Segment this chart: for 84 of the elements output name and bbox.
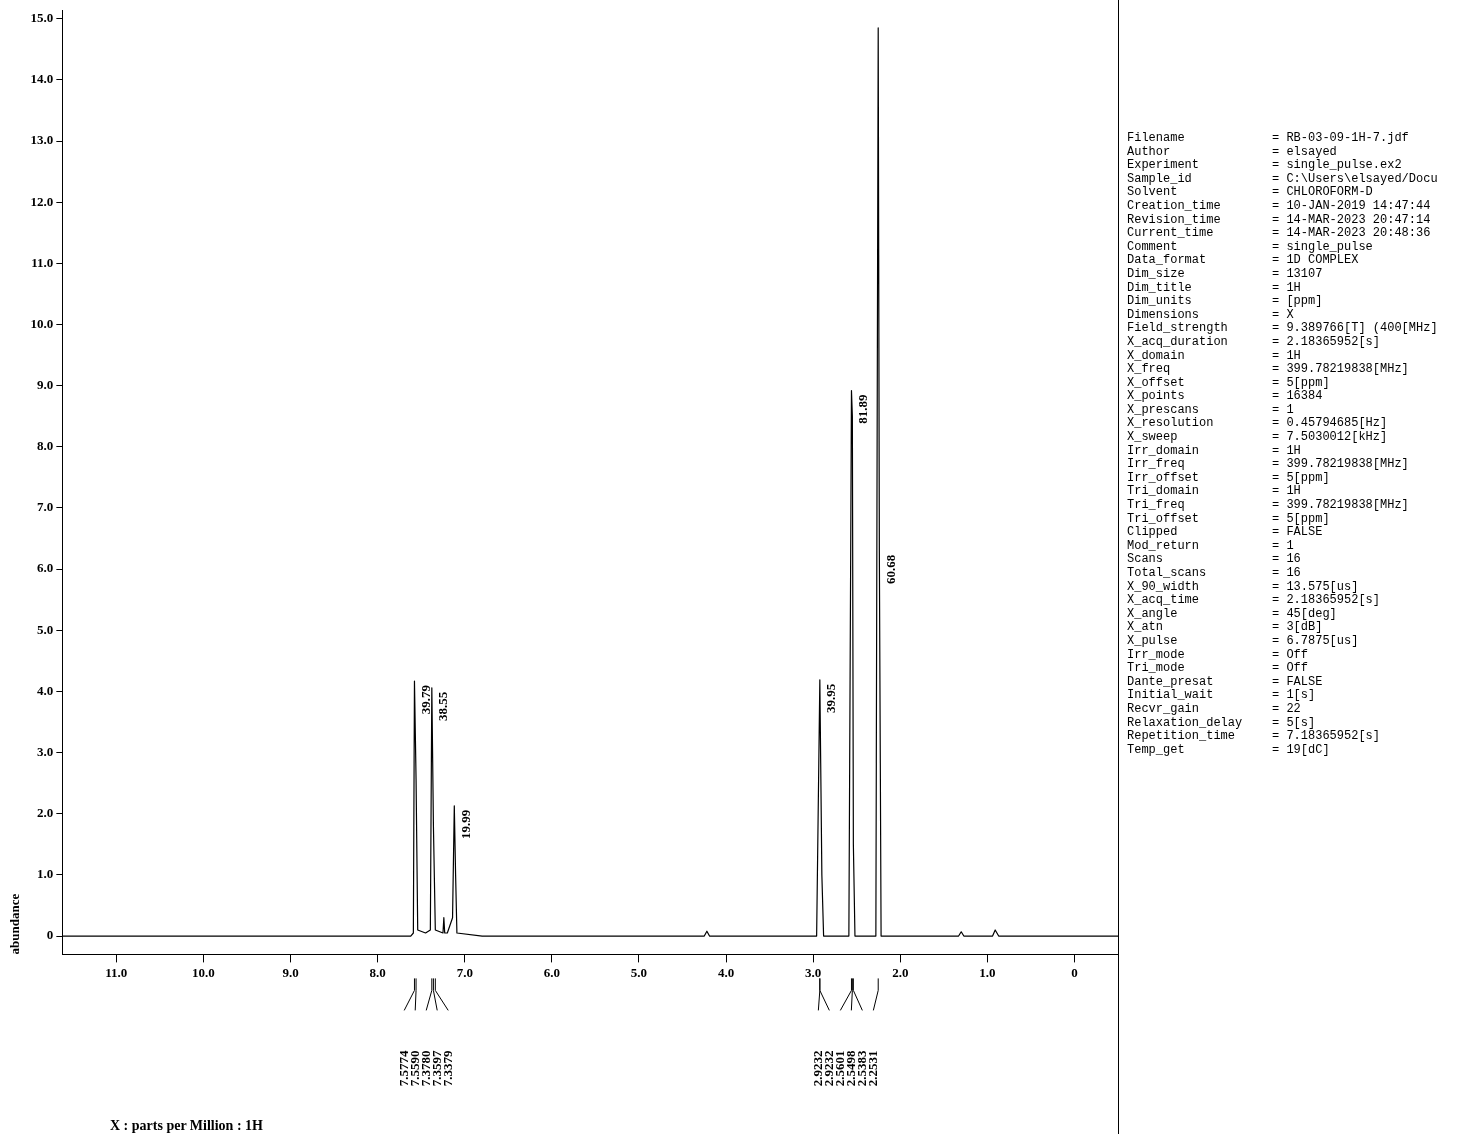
text: Irr_freq = 399.78219838[MHz]	[1127, 457, 1409, 472]
text: Clipped = FALSE	[1127, 525, 1323, 540]
x-tick-label: 7.0	[456, 964, 473, 980]
text: Sample_id = C:\Users\elsayed/Docu	[1127, 171, 1438, 186]
text: X_points = 16384	[1127, 389, 1323, 404]
y-tick-label: 7.0	[37, 499, 54, 515]
y-axis-title: abundance	[7, 893, 23, 955]
text: Dante_presat = FALSE	[1127, 674, 1323, 689]
text: Creation_time = 10-JAN-2019 14:47:44	[1127, 198, 1431, 213]
text: Dim_size = 13107	[1127, 266, 1323, 281]
x-tick-label: 0	[1071, 964, 1078, 980]
x-tick-label: 5.0	[630, 964, 648, 980]
x-tick-label: 2.0	[892, 964, 909, 980]
annotation: 19.99	[457, 809, 473, 840]
text: Dim_units = [ppm]	[1127, 294, 1323, 309]
y-tick-label: 8.0	[37, 438, 54, 454]
annotation: 38.55	[435, 691, 451, 722]
text: Tri_freq = 399.78219838[MHz]	[1127, 498, 1409, 513]
text: Current_time = 14-MAR-2023 20:48:36	[1127, 226, 1431, 241]
text: Solvent = CHLOROFORM-D	[1127, 185, 1373, 200]
text: Author = elsayed	[1127, 144, 1337, 159]
text: X_prescans = 1	[1127, 402, 1294, 417]
y-tick-label: 12.0	[30, 193, 54, 209]
text: Scans = 16	[1127, 552, 1301, 567]
text: Dimensions = X	[1127, 307, 1294, 322]
x-tick-label: 1.0	[979, 964, 996, 980]
y-tick-label: 4.0	[37, 682, 54, 698]
text: Irr_domain = 1H	[1127, 443, 1301, 458]
x-tick-label: 9.0	[282, 964, 299, 980]
text: Revision_time = 14-MAR-2023 20:47:14	[1127, 212, 1431, 227]
text: 2.9232	[809, 1050, 825, 1087]
annotation: 39.79	[417, 684, 433, 715]
y-tick-label: 3.0	[37, 743, 54, 759]
text: Field_strength = 9.389766[T] (400[MHz]	[1127, 321, 1438, 336]
x-tick-label: 8.0	[369, 964, 386, 980]
text: Total_scans = 16	[1127, 566, 1301, 580]
text: Comment = single_pulse	[1127, 239, 1373, 254]
y-tick-label: 10.0	[30, 315, 54, 331]
text: Dim_title = 1H	[1127, 280, 1301, 295]
text: X_angle = 45[deg]	[1127, 606, 1337, 621]
y-tick-label: 0	[46, 927, 54, 943]
text: Tri_mode = Off	[1127, 661, 1309, 676]
y-tick-label: 15.0	[30, 10, 54, 26]
y-tick-label: 13.0	[30, 132, 54, 148]
annotation: 60.68	[882, 554, 898, 585]
y-tick-label: 5.0	[37, 621, 54, 637]
text: X_freq = 399.78219838[MHz]	[1127, 362, 1409, 377]
text: X_acq_time = 2.18365952[s]	[1127, 593, 1381, 608]
y-tick-label: 14.0	[30, 71, 54, 87]
x-tick-label: 3.0	[805, 964, 822, 980]
text: Irr_offset = 5[ppm]	[1127, 470, 1330, 485]
y-tick-label: 2.0	[37, 805, 54, 821]
y-tick-label: 11.0	[31, 254, 54, 270]
text: Repetition_time = 7.18365952[s]	[1127, 729, 1381, 744]
text: Initial_wait = 1[s]	[1127, 688, 1316, 703]
annotation: 81.89	[854, 394, 870, 424]
text: X : parts per Million : 1H	[110, 1117, 264, 1133]
text: 7.5774	[395, 1050, 411, 1087]
text: Tri_domain = 1H	[1127, 484, 1301, 499]
text: Experiment = single_pulse.ex2	[1127, 158, 1402, 173]
x-tick-label: 6.0	[543, 964, 560, 980]
text: X_90_width = 13.575[us]	[1127, 579, 1359, 594]
text: Filename = RB-03-09-1H-7.jdf	[1127, 131, 1409, 145]
text: Data_format = 1D COMPLEX	[1127, 253, 1359, 268]
x-tick-label: 11.0	[105, 964, 128, 980]
text: X_offset = 5[ppm]	[1127, 375, 1330, 390]
text: X_sweep = 7.5030012[kHz]	[1127, 430, 1388, 445]
text: X_pulse = 6.7875[us]	[1127, 633, 1359, 648]
text: Temp_get = 19[dC]	[1127, 742, 1330, 757]
annotation: 39.95	[823, 683, 839, 714]
y-tick-label: 9.0	[37, 377, 54, 393]
text: X_atn = 3[dB]	[1127, 620, 1323, 635]
text: Recvr_gain = 22	[1127, 701, 1301, 716]
text: Relaxation_delay = 5[s]	[1127, 715, 1316, 730]
text: Irr_mode = Off	[1127, 647, 1309, 662]
text: X_acq_duration = 2.18365952[s]	[1127, 334, 1381, 349]
x-tick-label: 4.0	[717, 964, 735, 980]
text: Tri_offset = 5[ppm]	[1127, 511, 1330, 526]
y-tick-label: 1.0	[37, 866, 54, 882]
x-tick-label: 10.0	[192, 964, 215, 980]
text: Mod_return = 1	[1127, 538, 1294, 553]
text: X_resolution = 0.45794685[Hz]	[1127, 416, 1388, 431]
text: X_domain = 1H	[1127, 348, 1301, 363]
y-tick-label: 6.0	[37, 560, 54, 576]
